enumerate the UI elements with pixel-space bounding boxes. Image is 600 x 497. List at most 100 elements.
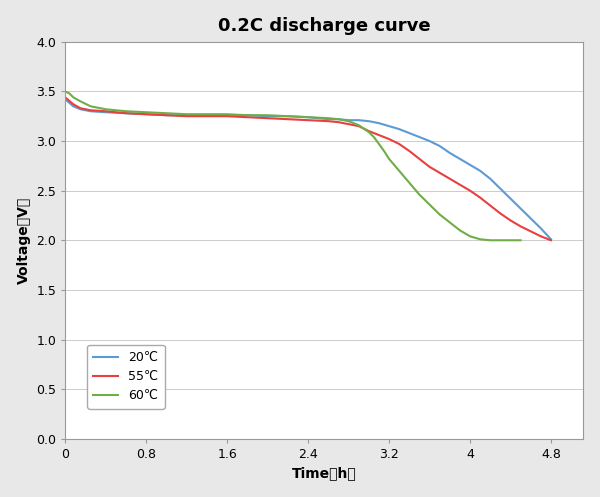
20℃ bbox=[416, 134, 423, 140]
60℃ bbox=[335, 116, 342, 122]
55℃ bbox=[143, 111, 150, 117]
55℃ bbox=[476, 195, 484, 201]
55℃ bbox=[497, 211, 504, 217]
60℃ bbox=[77, 98, 84, 104]
60℃ bbox=[305, 114, 312, 120]
20℃ bbox=[335, 116, 342, 122]
20℃ bbox=[305, 114, 312, 120]
20℃ bbox=[426, 138, 433, 144]
60℃ bbox=[325, 115, 332, 121]
20℃ bbox=[527, 215, 535, 221]
60℃ bbox=[385, 156, 392, 162]
55℃ bbox=[345, 121, 352, 127]
60℃ bbox=[497, 237, 504, 243]
55℃ bbox=[203, 113, 211, 119]
20℃ bbox=[102, 109, 109, 115]
55℃ bbox=[70, 101, 77, 107]
55℃ bbox=[376, 132, 383, 138]
20℃ bbox=[395, 126, 403, 132]
20℃ bbox=[365, 118, 373, 124]
60℃ bbox=[507, 237, 514, 243]
60℃ bbox=[143, 109, 150, 115]
55℃ bbox=[385, 136, 392, 142]
20℃ bbox=[385, 123, 392, 129]
55℃ bbox=[456, 182, 463, 188]
20℃ bbox=[517, 206, 524, 212]
55℃ bbox=[416, 156, 423, 162]
20℃ bbox=[122, 110, 130, 116]
20℃ bbox=[547, 236, 554, 242]
20℃ bbox=[487, 176, 494, 182]
55℃ bbox=[335, 119, 342, 125]
55℃ bbox=[284, 116, 292, 122]
60℃ bbox=[355, 122, 362, 128]
60℃ bbox=[284, 113, 292, 119]
55℃ bbox=[355, 123, 362, 129]
20℃ bbox=[345, 117, 352, 123]
20℃ bbox=[284, 113, 292, 119]
20℃ bbox=[183, 112, 190, 118]
Line: 20℃: 20℃ bbox=[65, 99, 551, 239]
60℃ bbox=[446, 219, 454, 225]
20℃ bbox=[476, 168, 484, 174]
60℃ bbox=[436, 212, 443, 218]
55℃ bbox=[365, 128, 373, 134]
20℃ bbox=[406, 130, 413, 136]
60℃ bbox=[122, 108, 130, 114]
60℃ bbox=[65, 90, 73, 96]
55℃ bbox=[325, 118, 332, 124]
20℃ bbox=[376, 120, 383, 126]
20℃ bbox=[143, 111, 150, 117]
20℃ bbox=[436, 143, 443, 149]
Line: 60℃: 60℃ bbox=[65, 91, 521, 240]
55℃ bbox=[183, 113, 190, 119]
60℃ bbox=[370, 134, 377, 140]
60℃ bbox=[416, 192, 423, 198]
20℃ bbox=[163, 112, 170, 118]
60℃ bbox=[70, 94, 77, 100]
55℃ bbox=[547, 237, 554, 243]
60℃ bbox=[456, 227, 463, 233]
20℃ bbox=[62, 96, 69, 102]
60℃ bbox=[244, 112, 251, 118]
60℃ bbox=[203, 111, 211, 117]
60℃ bbox=[87, 103, 94, 109]
55℃ bbox=[244, 114, 251, 120]
20℃ bbox=[456, 156, 463, 162]
Title: 0.2C discharge curve: 0.2C discharge curve bbox=[218, 17, 431, 35]
20℃ bbox=[70, 103, 77, 109]
60℃ bbox=[395, 168, 403, 174]
55℃ bbox=[436, 170, 443, 176]
20℃ bbox=[244, 112, 251, 118]
55℃ bbox=[87, 107, 94, 113]
Legend: 20℃, 55℃, 60℃: 20℃, 55℃, 60℃ bbox=[87, 345, 164, 409]
60℃ bbox=[365, 129, 373, 135]
55℃ bbox=[517, 223, 524, 229]
60℃ bbox=[380, 148, 388, 154]
60℃ bbox=[224, 111, 231, 117]
60℃ bbox=[426, 202, 433, 208]
60℃ bbox=[62, 88, 69, 94]
60℃ bbox=[102, 106, 109, 112]
55℃ bbox=[77, 105, 84, 111]
55℃ bbox=[426, 164, 433, 170]
60℃ bbox=[476, 236, 484, 242]
20℃ bbox=[355, 117, 362, 123]
55℃ bbox=[224, 113, 231, 119]
20℃ bbox=[325, 116, 332, 122]
20℃ bbox=[77, 106, 84, 112]
60℃ bbox=[466, 233, 473, 239]
55℃ bbox=[395, 141, 403, 147]
55℃ bbox=[507, 217, 514, 223]
60℃ bbox=[183, 111, 190, 117]
20℃ bbox=[507, 196, 514, 202]
20℃ bbox=[203, 112, 211, 118]
60℃ bbox=[345, 118, 352, 124]
55℃ bbox=[62, 94, 69, 100]
55℃ bbox=[487, 203, 494, 209]
55℃ bbox=[406, 148, 413, 154]
20℃ bbox=[466, 162, 473, 168]
55℃ bbox=[163, 112, 170, 118]
60℃ bbox=[163, 110, 170, 116]
20℃ bbox=[87, 108, 94, 114]
